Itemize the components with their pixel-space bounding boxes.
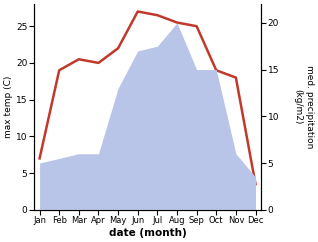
Y-axis label: max temp (C): max temp (C)	[4, 76, 13, 138]
Y-axis label: med. precipitation
(kg/m2): med. precipitation (kg/m2)	[293, 65, 314, 149]
X-axis label: date (month): date (month)	[109, 228, 186, 238]
